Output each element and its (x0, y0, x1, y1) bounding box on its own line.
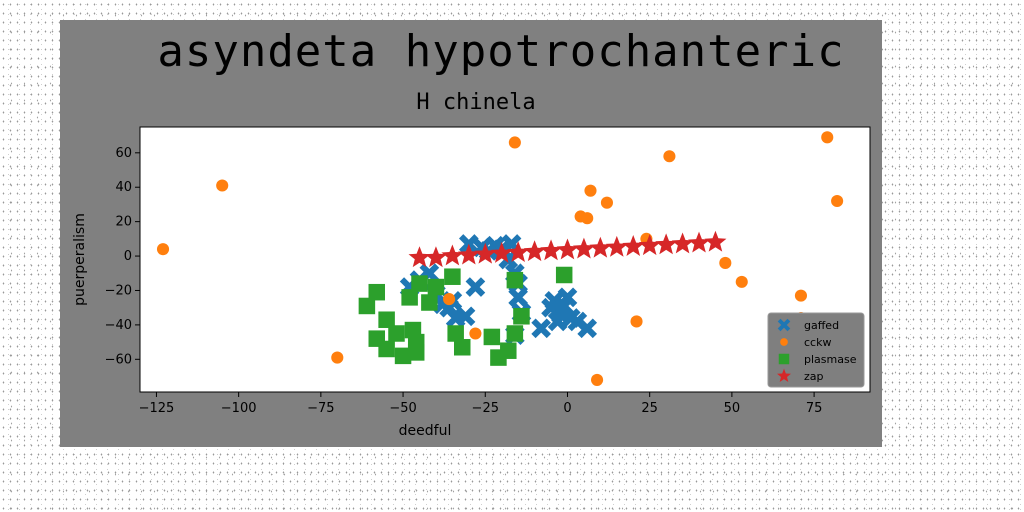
data-point-cckw (469, 327, 482, 340)
data-point-cckw (794, 289, 807, 302)
x-axis-label: deedful (399, 423, 452, 439)
data-point-zap (589, 236, 612, 258)
x-axis: −125 −100 −75 −50 −25 0 25 50 75 (139, 392, 823, 416)
data-point-zap (540, 239, 563, 261)
data-point-zap (704, 230, 727, 252)
chart-subtitle: H chinela (416, 90, 536, 115)
data-point-cckw (331, 351, 344, 364)
data-point-plasmase (388, 325, 405, 342)
x-tick-label: 50 (724, 401, 741, 416)
data-point-zap (490, 241, 513, 263)
data-point-plasmase (454, 339, 471, 356)
data-point-plasmase (555, 266, 573, 284)
data-point-zap (408, 246, 431, 268)
y-tick-label: −20 (105, 283, 132, 298)
legend-label-zap: zap (804, 370, 824, 383)
data-point-plasmase (358, 297, 376, 315)
data-point-gaffed (577, 318, 598, 339)
data-point-plasmase (427, 278, 445, 296)
data-point-plasmase (506, 271, 524, 289)
x-tick-label: −125 (139, 401, 175, 416)
data-point-gaffed (465, 277, 486, 297)
data-point-zap (671, 232, 694, 254)
data-point-zap (572, 237, 595, 259)
y-tick-label: −60 (105, 352, 132, 367)
data-point-gaffed (531, 318, 552, 339)
data-point-cckw (216, 179, 229, 192)
legend-marker-cckw (780, 338, 788, 346)
data-point-plasmase (513, 308, 530, 325)
data-point-plasmase (444, 268, 461, 285)
x-tick-label: −50 (389, 401, 416, 416)
y-axis-label: puerperalism (72, 213, 88, 306)
x-tick-label: −25 (472, 401, 499, 416)
data-point-zap (474, 242, 497, 264)
legend-label-gaffed: gaffed (804, 319, 839, 332)
x-tick-label: −100 (221, 401, 257, 416)
data-point-plasmase (368, 283, 386, 301)
data-point-cckw (591, 373, 604, 387)
data-point-zap (523, 240, 546, 262)
data-point-plasmase (506, 325, 524, 342)
data-point-plasmase (378, 340, 395, 358)
data-point-cckw (508, 136, 521, 149)
legend-marker-plasmase (778, 353, 790, 365)
data-point-zap (622, 235, 645, 256)
data-point-plasmase (394, 347, 412, 365)
x-tick-label: 75 (806, 401, 823, 416)
data-point-plasmase (483, 328, 501, 346)
scatter-plot: −125 −100 −75 −50 −25 0 25 50 75 −60 −40 −20 0 20 40 6… (72, 126, 871, 439)
data-point-plasmase (407, 333, 425, 351)
data-point-zap (605, 235, 628, 257)
legend-marker-gaffed (777, 318, 791, 332)
chart-title: asyndeta hypotrochanteric (157, 26, 845, 77)
y-tick-label: 20 (115, 215, 132, 230)
data-point-gaffed (455, 306, 476, 327)
data-point-cckw (719, 256, 732, 269)
data-point-cckw (663, 150, 676, 163)
data-point-cckw (156, 243, 170, 256)
data-point-zap (655, 233, 678, 255)
data-point-zap (424, 246, 447, 268)
chart-figure: asyndeta hypotrochanteric H chinela −125… (60, 20, 882, 447)
data-point-cckw (821, 131, 834, 144)
y-tick-label: 0 (124, 249, 132, 264)
series-plasmase (358, 266, 573, 366)
data-point-plasmase (378, 311, 395, 328)
data-point-gaffed (544, 290, 565, 311)
y-axis: −60 −40 −20 0 20 40 60 (105, 146, 140, 367)
data-point-cckw (831, 194, 844, 208)
data-point-plasmase (401, 289, 418, 306)
legend-label-cckw: cckw (804, 336, 831, 349)
data-point-plasmase (500, 342, 517, 359)
legend-label-plasmase: plasmase (804, 353, 857, 366)
data-point-gaffed (557, 287, 578, 308)
data-point-cckw (600, 196, 613, 209)
data-point-gaffed (508, 287, 528, 308)
data-point-plasmase (421, 294, 438, 311)
data-point-cckw (581, 212, 594, 225)
series-zap (408, 230, 727, 268)
x-tick-label: −75 (307, 401, 334, 416)
data-point-zap (507, 241, 530, 262)
data-point-plasmase (447, 325, 464, 342)
y-tick-label: −40 (105, 318, 132, 333)
x-tick-label: 0 (563, 401, 571, 416)
data-point-cckw (735, 275, 748, 288)
data-point-zap (638, 234, 661, 256)
data-point-zap (441, 244, 464, 266)
y-tick-label: 60 (115, 146, 132, 161)
data-point-zap (556, 238, 579, 260)
data-point-cckw (584, 184, 597, 197)
x-tick-label: 25 (641, 401, 658, 416)
legend-box (767, 312, 865, 388)
data-point-plasmase (411, 275, 428, 292)
data-point-cckw (443, 293, 456, 306)
data-point-cckw (630, 315, 643, 328)
data-point-zap (688, 231, 710, 253)
legend: gaffed cckw plasmase zap (767, 312, 865, 388)
y-tick-label: 40 (115, 180, 132, 195)
data-point-zap (457, 243, 480, 265)
legend-marker-zap (777, 368, 791, 382)
